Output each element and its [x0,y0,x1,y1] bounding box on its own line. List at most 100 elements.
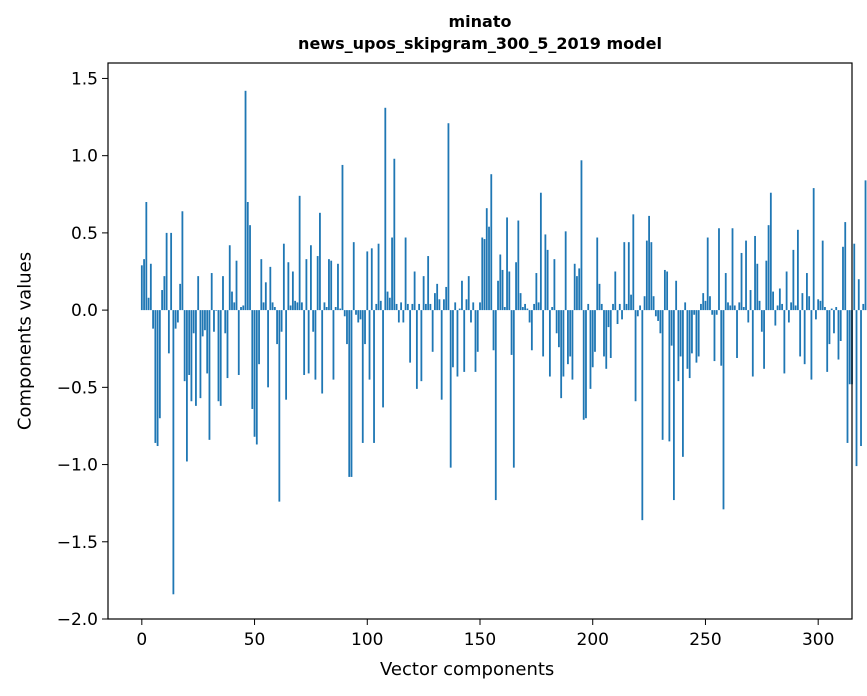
bar [740,252,743,311]
bar [237,310,240,375]
bar [778,288,781,311]
bar [458,308,461,311]
bar [641,310,644,521]
bar [815,310,817,320]
bar [654,310,657,317]
bar [729,305,732,311]
bar [600,303,603,311]
bar [156,310,159,447]
bar [255,310,258,445]
bar [661,310,664,440]
bar [643,296,646,311]
bar [582,310,585,420]
bar [713,310,716,362]
bar [289,305,292,311]
bar [801,293,804,311]
bar [170,232,173,311]
bar [564,231,567,311]
bar [427,256,430,311]
bar [467,276,470,311]
x-axis-ticks: 0 50 100 150 200 250 300 [136,619,834,650]
bar [695,310,698,363]
bar [688,310,691,379]
bar [605,310,608,369]
bar [616,310,619,325]
bar [864,180,867,311]
bar [341,164,344,311]
bar [506,217,508,311]
y-tick-label: −1.5 [57,533,98,553]
bar [395,303,398,311]
bar [438,299,441,311]
bar [515,262,517,311]
x-tick-label: 0 [136,630,147,650]
bar [271,302,274,311]
bar [222,276,224,311]
bar [855,310,858,467]
bar [607,310,610,328]
bar [785,271,788,311]
bar [819,300,822,311]
bar [400,302,402,311]
bar [165,232,168,311]
bar [242,305,245,311]
bar [258,310,260,365]
bar [535,273,538,311]
bar [429,303,432,311]
bar [316,256,319,311]
bar [837,310,840,360]
y-axis-ticks: 1.5 1.0 0.5 0.0 −0.5 −1.0 −1.5 −2.0 [57,69,108,630]
bar [503,307,506,311]
bar [253,310,256,437]
bar [343,310,346,317]
bar [751,310,754,377]
bar [862,303,865,311]
y-tick-label: 0.0 [71,301,98,321]
bar [287,262,290,311]
bar [569,310,572,357]
bar [296,302,299,311]
bar [792,249,795,311]
bar [772,291,774,311]
bar [206,310,209,374]
bar [204,310,206,331]
bar [413,271,416,311]
bar [724,273,727,311]
bar [828,310,831,345]
bar [652,296,655,311]
bar [350,310,353,477]
bar [357,310,360,323]
bar [727,302,729,311]
bar [314,310,317,380]
bar [679,310,682,357]
bar [677,310,680,382]
bar [510,310,513,355]
bar [181,211,184,311]
bar [481,237,484,311]
bar [312,310,315,332]
bar [853,243,856,311]
bar [461,280,463,311]
bar [754,235,756,311]
bar [147,297,150,311]
bar [445,286,448,311]
bar [731,228,734,311]
bar [337,263,339,311]
y-tick-label: −2.0 [57,610,98,630]
bar [364,310,366,345]
bar [808,296,811,311]
bar [783,310,786,374]
bar [722,310,725,510]
bar [494,310,497,501]
bar [436,283,439,311]
bar [226,310,229,379]
bar [149,263,152,311]
bar [163,276,166,311]
bar [240,307,242,311]
bar [839,310,842,341]
bar [490,174,493,311]
bar [799,310,802,357]
bar [702,293,705,311]
bar [659,310,662,334]
bar [598,283,601,311]
